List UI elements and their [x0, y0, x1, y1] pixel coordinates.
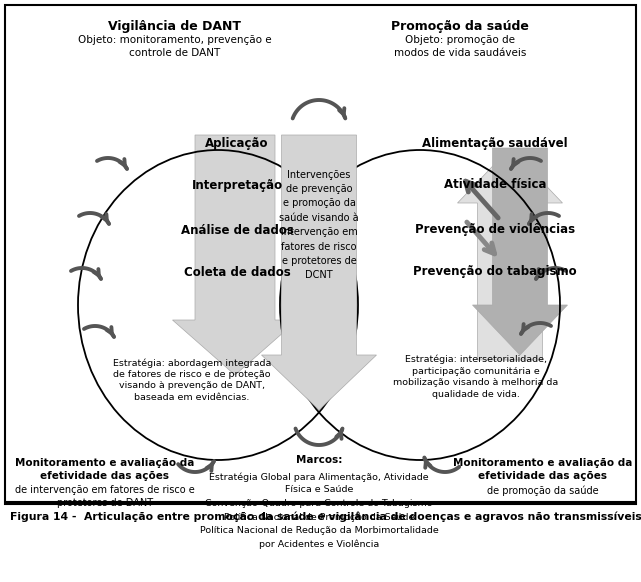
Text: Coleta de dados: Coleta de dados	[183, 265, 290, 279]
Polygon shape	[472, 148, 567, 355]
Text: Monitoramento e avaliação da
efetividade das ações: Monitoramento e avaliação da efetividade…	[15, 458, 195, 481]
Text: Objeto: promoção de
modos de vida saudáveis: Objeto: promoção de modos de vida saudáv…	[394, 35, 526, 58]
Text: Análise de dados: Análise de dados	[181, 223, 294, 236]
Text: Convenção-Quadro para Controle do Tabagismo: Convenção-Quadro para Controle do Tabagi…	[205, 499, 433, 508]
Text: de intervenção em fatores de risco e
protetores de DANT: de intervenção em fatores de risco e pro…	[15, 485, 195, 508]
Text: Aplicação: Aplicação	[205, 137, 269, 150]
Text: Política Nacional de Redução da Morbimortalidade: Política Nacional de Redução da Morbimor…	[199, 526, 438, 535]
Polygon shape	[458, 148, 563, 360]
Text: Intervenções
de prevenção
e promoção da
saúde visando à
intervenção em
fatores d: Intervenções de prevenção e promoção da …	[279, 169, 359, 281]
Text: Estratégia Global para Alimentação, Atividade: Estratégia Global para Alimentação, Ativ…	[209, 472, 429, 481]
Text: Interpretação: Interpretação	[192, 179, 283, 191]
Text: Alimentação saudável: Alimentação saudável	[422, 137, 568, 150]
Text: Marcos:: Marcos:	[296, 455, 342, 465]
Text: Física e Saúde: Física e Saúde	[285, 485, 353, 495]
Text: por Acidentes e Violência: por Acidentes e Violência	[259, 540, 379, 549]
Text: de promoção da saúde: de promoção da saúde	[487, 485, 599, 495]
Text: Prevenção de violências: Prevenção de violências	[415, 223, 575, 236]
Text: Estratégia: abordagem integrada
de fatores de risco e de proteção
visando à prev: Estratégia: abordagem integrada de fator…	[113, 358, 271, 402]
Polygon shape	[262, 135, 376, 410]
Bar	[5, 5, 636, 502]
Text: Vigilância de DANT: Vigilância de DANT	[108, 20, 242, 33]
Text: Figura 14 -  Articulação entre promoção da saúde e vigilância de doenças e agrav: Figura 14 - Articulação entre promoção d…	[10, 512, 641, 523]
Text: Política Nacional de Promoção da Saúde: Política Nacional de Promoção da Saúde	[224, 513, 414, 521]
Text: Promoção da saúde: Promoção da saúde	[391, 20, 529, 33]
Polygon shape	[172, 135, 297, 375]
Text: Estratégia: intersetorialidade,
participação comunitária e
mobilização visando à: Estratégia: intersetorialidade, particip…	[394, 355, 558, 399]
Text: Prevenção do tabagismo: Prevenção do tabagismo	[413, 265, 577, 279]
Text: Monitoramento e avaliação da
efetividade das ações: Monitoramento e avaliação da efetividade…	[453, 458, 633, 481]
Text: Objeto: monitoramento, prevenção e
controle de DANT: Objeto: monitoramento, prevenção e contr…	[78, 35, 272, 58]
Text: Atividade física: Atividade física	[444, 179, 546, 191]
